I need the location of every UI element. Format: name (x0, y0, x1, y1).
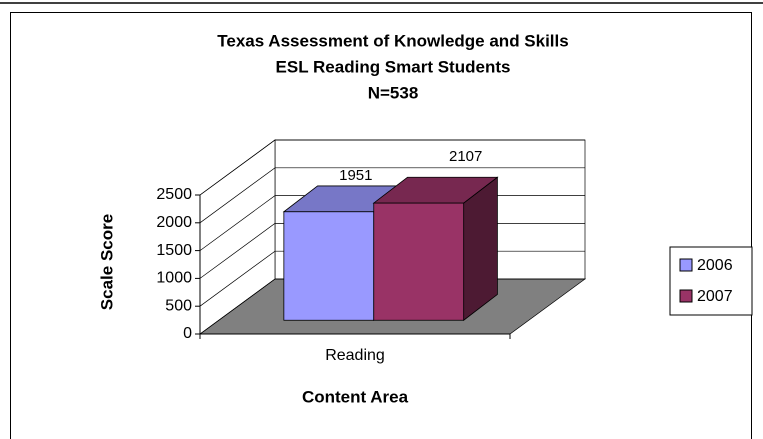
chart-title: Texas Assessment of Knowledge and Skills (217, 31, 568, 50)
value-label: 2107 (449, 148, 482, 165)
chart-title: N=538 (368, 83, 419, 102)
x-tick-label: Reading (325, 347, 385, 364)
grid-line (199, 139, 585, 196)
legend-swatch (679, 258, 693, 272)
legend-box (669, 246, 753, 316)
bar (373, 202, 465, 321)
legend-swatch (679, 289, 693, 303)
y-tick-label: 2500 (156, 186, 192, 203)
chart-title: ESL Reading Smart Students (276, 57, 511, 76)
y-axis-title: Scale Score (97, 214, 116, 310)
y-tick-label: 0 (183, 325, 192, 342)
legend-label: 2007 (697, 288, 733, 305)
grid-line (199, 167, 585, 224)
chart-frame (10, 12, 752, 439)
x-axis-title: Content Area (302, 387, 409, 406)
value-label: 1951 (339, 167, 372, 184)
legend-label: 2006 (697, 257, 733, 274)
y-tick-label: 1500 (156, 242, 192, 259)
y-tick-label: 500 (165, 297, 192, 314)
bar (283, 211, 375, 321)
y-tick-label: 1000 (156, 270, 192, 287)
y-tick-label: 2000 (156, 214, 192, 231)
